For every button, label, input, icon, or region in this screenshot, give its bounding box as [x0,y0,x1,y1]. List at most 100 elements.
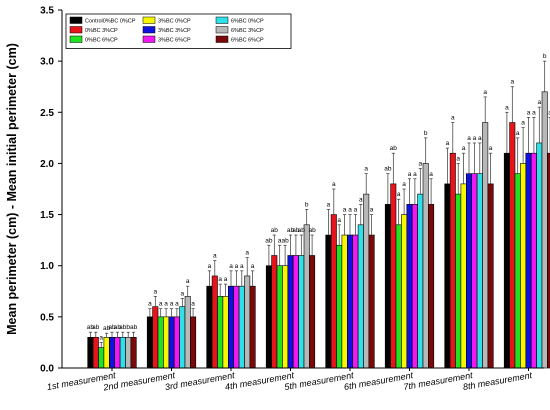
bar [179,306,186,369]
significance-label: ab [87,324,95,331]
significance-label: a [456,155,460,162]
bar [125,337,132,369]
bar [287,255,294,369]
bar [411,204,418,369]
bar [265,265,272,369]
bar [119,337,126,369]
significance-label: a [516,130,520,137]
bar [206,285,213,369]
bar [168,316,175,369]
legend-swatch [215,26,229,34]
y-tick-label: 3.0 [40,57,54,68]
bar [109,337,116,369]
bar [541,91,548,369]
significance-label: a [462,145,466,152]
significance-label: a [548,109,550,116]
bar [352,234,359,369]
significance-label: ab [114,324,122,331]
bar [417,193,424,369]
significance-label: b [305,201,309,208]
significance-label: a [348,207,352,214]
bar [503,152,510,369]
significance-label: a [483,89,487,96]
bar [92,337,99,369]
bar [465,173,472,369]
significance-label: a [429,171,433,178]
bar [514,173,521,369]
legend-entry: 6%BC 3%CP [231,28,264,34]
bar [406,204,413,369]
bar [249,285,256,369]
bar [401,214,408,369]
significance-label: b [543,53,547,60]
bar [244,275,251,369]
bar [330,214,337,369]
significance-label: ab [108,324,116,331]
significance-label: a [180,290,184,297]
significance-label: a [397,191,401,198]
significance-label: ab [390,145,398,152]
bar [238,285,245,369]
y-tick-label: 1.5 [40,210,54,221]
significance-label: a [446,140,450,147]
significance-label: a [235,263,239,270]
bar [87,337,94,369]
significance-label: ab [92,324,100,331]
y-axis-ticks: 0.0 0.5 1.0 1.5 2.0 2.5 3.0 3.5 [40,6,62,375]
significance-label: a [278,237,282,244]
bar [520,163,527,369]
legend-entry: Control0%BC 0%CP [85,19,136,25]
significance-label: ab [119,324,127,331]
significance-label: a [164,301,168,308]
significance-label: a [418,161,422,168]
legend-entry: 3%BC 6%CP [158,38,191,44]
bar [222,296,229,369]
legend-swatch [142,16,156,24]
bar [530,152,537,369]
significance-label: a [510,79,514,86]
bar [146,316,153,369]
legend-entry: 6%BC 6%CP [231,38,264,44]
significance-label: ab [287,227,295,234]
bar [341,234,348,369]
legend-swatch [69,35,83,43]
bar [303,224,310,369]
significance-label: ab [265,237,273,244]
legend-entry: 6%BC 0%CP [231,19,264,25]
bar [460,183,467,369]
significance-label: a [337,217,341,224]
bar [422,163,429,369]
significance-label: a [327,201,331,208]
bar [346,234,353,369]
bar [509,122,516,369]
bar [298,255,305,369]
significance-label: a [245,250,249,257]
bar [455,193,462,369]
bar [271,255,278,369]
legend-entry: 3%BC 3%CP [158,28,191,34]
bars-layer [87,91,550,369]
bar [163,316,170,369]
bar [336,244,343,369]
legend-entry: 0%BC 3%CP [85,28,118,34]
significance-label: a [451,115,455,122]
y-tick-label: 0.5 [40,312,54,323]
bar [130,337,137,369]
legend-box [65,13,292,49]
significance-label: a [364,166,368,173]
bar [276,265,283,369]
bar [368,234,375,369]
significance-label: a [208,263,212,270]
significance-label: ab [308,227,316,234]
significance-label: a [213,253,217,260]
significance-label: a [527,109,531,116]
y-tick-label: 0.0 [40,364,54,375]
legend: Control0%BC 0%CP 0%BC 3%CP 0%BC 6%CP 3%BC 0… [65,13,292,49]
legend-entry: 3%BC 0%CP [158,19,191,25]
bar [325,234,332,369]
bar [228,285,235,369]
y-axis-label: Mean perimeter (cm) - Mean initial perim… [5,43,19,335]
bar [157,316,164,369]
